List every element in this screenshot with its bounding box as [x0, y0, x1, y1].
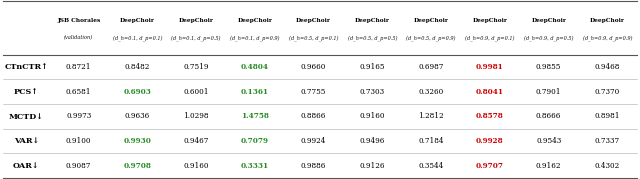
Text: 0.8721: 0.8721	[66, 63, 92, 71]
Text: 0.8666: 0.8666	[536, 112, 561, 120]
Text: (d_h=0.9, d_p=0.9): (d_h=0.9, d_p=0.9)	[582, 35, 632, 40]
Text: 0.1361: 0.1361	[241, 88, 269, 96]
Text: 0.9660: 0.9660	[301, 63, 326, 71]
Text: DeepChoir: DeepChoir	[413, 18, 449, 23]
Text: 0.7079: 0.7079	[241, 137, 269, 145]
Text: (d_h=0.9, d_p=0.1): (d_h=0.9, d_p=0.1)	[465, 35, 515, 40]
Text: 0.9543: 0.9543	[536, 137, 561, 145]
Text: 0.9087: 0.9087	[66, 162, 92, 170]
Text: 0.4302: 0.4302	[595, 162, 620, 170]
Text: 0.9100: 0.9100	[66, 137, 92, 145]
Text: 0.9160: 0.9160	[184, 162, 209, 170]
Text: (d_h=0.1, d_p=0.1): (d_h=0.1, d_p=0.1)	[113, 35, 162, 40]
Text: PCS↑: PCS↑	[13, 88, 39, 96]
Text: 0.7519: 0.7519	[184, 63, 209, 71]
Text: 0.8041: 0.8041	[476, 88, 504, 96]
Text: (d_h=0.5, d_p=0.9): (d_h=0.5, d_p=0.9)	[406, 35, 456, 40]
Text: 0.3260: 0.3260	[419, 88, 444, 96]
Text: DeepChoir: DeepChoir	[179, 18, 214, 23]
Text: 0.9636: 0.9636	[125, 112, 150, 120]
Text: 0.8578: 0.8578	[476, 112, 504, 120]
Text: 0.9468: 0.9468	[595, 63, 620, 71]
Text: 0.9126: 0.9126	[360, 162, 385, 170]
Text: 1.4758: 1.4758	[241, 112, 269, 120]
Text: 0.9707: 0.9707	[476, 162, 504, 170]
Text: 0.6903: 0.6903	[124, 88, 151, 96]
Text: (validation): (validation)	[64, 35, 93, 40]
Text: 0.8866: 0.8866	[301, 112, 326, 120]
Text: 0.4804: 0.4804	[241, 63, 269, 71]
Text: 0.7755: 0.7755	[301, 88, 326, 96]
Text: 0.7901: 0.7901	[536, 88, 561, 96]
Text: JSB Chorales: JSB Chorales	[57, 18, 100, 23]
Text: MCTD↓: MCTD↓	[9, 112, 44, 120]
Text: 0.3331: 0.3331	[241, 162, 269, 170]
Text: 0.9924: 0.9924	[301, 137, 326, 145]
Text: 0.8981: 0.8981	[595, 112, 620, 120]
Text: 0.7337: 0.7337	[595, 137, 620, 145]
Text: 0.9467: 0.9467	[184, 137, 209, 145]
Text: (d_h=0.5, d_p=0.1): (d_h=0.5, d_p=0.1)	[289, 35, 339, 40]
Text: 0.8482: 0.8482	[125, 63, 150, 71]
Text: 1.0298: 1.0298	[184, 112, 209, 120]
Text: 0.9930: 0.9930	[124, 137, 151, 145]
Text: DeepChoir: DeepChoir	[355, 18, 390, 23]
Text: 0.6581: 0.6581	[66, 88, 92, 96]
Text: 0.9496: 0.9496	[360, 137, 385, 145]
Text: DeepChoir: DeepChoir	[590, 18, 625, 23]
Text: 0.6001: 0.6001	[184, 88, 209, 96]
Text: 0.9928: 0.9928	[476, 137, 504, 145]
Text: DeepChoir: DeepChoir	[531, 18, 566, 23]
Text: 0.9981: 0.9981	[476, 63, 504, 71]
Text: 0.9886: 0.9886	[301, 162, 326, 170]
Text: 1.2812: 1.2812	[419, 112, 444, 120]
Text: DeepChoir: DeepChoir	[472, 18, 508, 23]
Text: OAR↓: OAR↓	[13, 162, 40, 170]
Text: 0.9162: 0.9162	[536, 162, 561, 170]
Text: 0.9855: 0.9855	[536, 63, 561, 71]
Text: 0.7184: 0.7184	[419, 137, 444, 145]
Text: 0.9160: 0.9160	[360, 112, 385, 120]
Text: (d_h=0.1, d_p=0.9): (d_h=0.1, d_p=0.9)	[230, 35, 280, 40]
Text: 0.3544: 0.3544	[419, 162, 444, 170]
Text: 0.7303: 0.7303	[360, 88, 385, 96]
Text: (d_h=0.9, d_p=0.5): (d_h=0.9, d_p=0.5)	[524, 35, 573, 40]
Text: (d_h=0.1, d_p=0.5): (d_h=0.1, d_p=0.5)	[172, 35, 221, 40]
Text: DeepChoir: DeepChoir	[120, 18, 155, 23]
Text: DeepChoir: DeepChoir	[296, 18, 331, 23]
Text: VAR↓: VAR↓	[13, 137, 39, 145]
Text: (d_h=0.5, d_p=0.5): (d_h=0.5, d_p=0.5)	[348, 35, 397, 40]
Text: 0.9165: 0.9165	[360, 63, 385, 71]
Text: CTnCTR↑: CTnCTR↑	[4, 63, 48, 71]
Text: 0.6987: 0.6987	[419, 63, 444, 71]
Text: 0.9973: 0.9973	[66, 112, 92, 120]
Text: DeepChoir: DeepChoir	[237, 18, 273, 23]
Text: 0.9708: 0.9708	[124, 162, 151, 170]
Text: 0.7370: 0.7370	[595, 88, 620, 96]
